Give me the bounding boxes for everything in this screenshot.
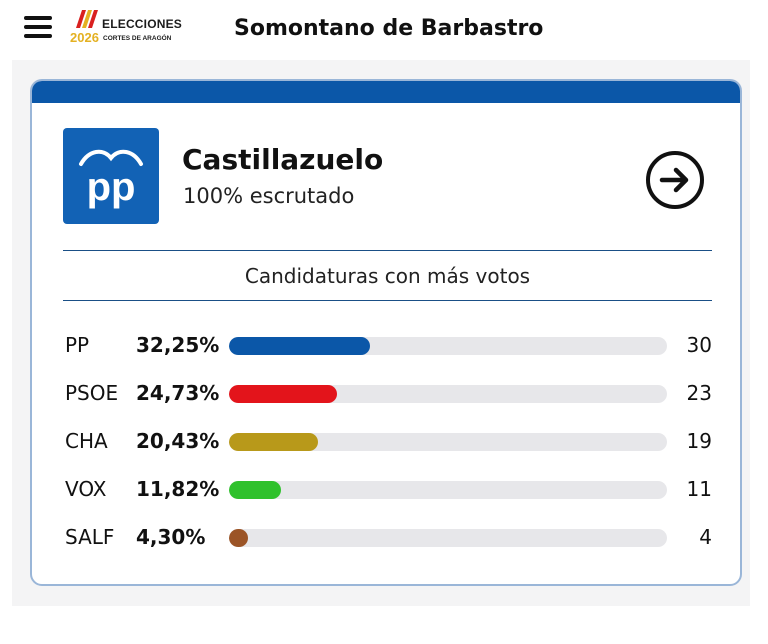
party-percent: 24,73% bbox=[136, 381, 220, 405]
party-name: VOX bbox=[65, 477, 107, 501]
logo-year: 2026 bbox=[70, 30, 99, 45]
party-percent: 11,82% bbox=[136, 477, 220, 501]
party-bar-track bbox=[229, 433, 667, 451]
party-bar-track bbox=[229, 337, 667, 355]
party-bar-track bbox=[229, 481, 667, 499]
divider-bottom bbox=[63, 300, 712, 301]
divider-top bbox=[63, 250, 712, 251]
party-row-pp: PP 32,25% 30 bbox=[63, 329, 712, 359]
svg-text:pp: pp bbox=[87, 165, 136, 209]
page-title: Somontano de Barbastro bbox=[234, 16, 544, 41]
section-title: Candidaturas con más votos bbox=[244, 264, 531, 288]
party-bar-track bbox=[229, 385, 667, 403]
party-percent: 32,25% bbox=[136, 333, 220, 357]
party-votes: 4 bbox=[699, 525, 712, 549]
card-header-bar bbox=[32, 81, 740, 103]
party-bar-fill bbox=[229, 433, 318, 451]
party-row-salf: SALF 4,30% 4 bbox=[63, 521, 712, 551]
party-name: PP bbox=[65, 333, 90, 357]
top-bar: ELECCIONES 2026 CORTES DE ARAGÓN Somonta… bbox=[0, 0, 768, 60]
party-votes: 11 bbox=[686, 477, 712, 501]
party-bar-fill bbox=[229, 529, 248, 547]
party-bar-fill bbox=[229, 481, 281, 499]
logo-subtitle: CORTES DE ARAGÓN bbox=[103, 35, 172, 42]
party-bar-fill bbox=[229, 385, 337, 403]
pp-logo-icon: pp bbox=[79, 149, 143, 209]
party-name: PSOE bbox=[65, 381, 119, 405]
municipality-card: pp Castillazuelo 100% escrutado Candidat… bbox=[30, 79, 742, 586]
party-votes: 30 bbox=[686, 333, 712, 357]
party-name: SALF bbox=[65, 525, 115, 549]
flag-stripes-icon bbox=[76, 10, 98, 28]
party-row-psoe: PSOE 24,73% 23 bbox=[63, 377, 712, 407]
party-row-cha: CHA 20,43% 19 bbox=[63, 425, 712, 455]
logo-title: ELECCIONES bbox=[102, 17, 183, 31]
party-votes: 19 bbox=[686, 429, 712, 453]
hamburger-menu-icon[interactable] bbox=[24, 14, 52, 40]
party-percent: 4,30% bbox=[136, 525, 206, 549]
party-bar-fill bbox=[229, 337, 370, 355]
party-percent: 20,43% bbox=[136, 429, 220, 453]
arrow-right-circle-icon[interactable] bbox=[644, 149, 706, 211]
party-votes: 23 bbox=[686, 381, 712, 405]
party-row-vox: VOX 11,82% 11 bbox=[63, 473, 712, 503]
party-name: CHA bbox=[65, 429, 108, 453]
party-logo: pp bbox=[63, 128, 159, 224]
party-bar-track bbox=[229, 529, 667, 547]
municipality-name: Castillazuelo bbox=[182, 143, 384, 176]
scrutiny-status: 100% escrutado bbox=[183, 184, 355, 208]
elecciones-logo[interactable]: ELECCIONES 2026 CORTES DE ARAGÓN bbox=[68, 10, 182, 50]
